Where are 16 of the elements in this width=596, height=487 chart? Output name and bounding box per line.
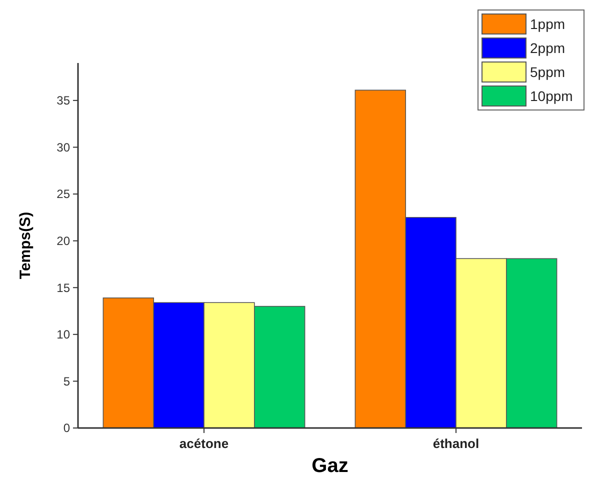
y-tick-label: 20 [56, 234, 70, 248]
y-tick-label: 35 [56, 94, 70, 108]
y-tick-label: 15 [56, 280, 70, 295]
legend-label: 10ppm [530, 88, 573, 104]
x-tick-label: éthanol [432, 436, 480, 451]
y-tick-label: 30 [56, 140, 70, 154]
legend-label: 1ppm [530, 16, 566, 32]
y-axis-title: Temps(S) [17, 212, 34, 280]
y-tick-label: 5 [63, 374, 70, 388]
y-tick-label: 25 [56, 187, 70, 202]
y-tick-label: 0 [63, 421, 70, 436]
legend-label: 5ppm [530, 64, 566, 80]
y-tick-label: 10 [56, 328, 70, 342]
legend-label: 2ppm [530, 40, 566, 56]
x-axis-title: Gaz [312, 455, 348, 477]
x-tick-label: acétone [179, 436, 229, 451]
